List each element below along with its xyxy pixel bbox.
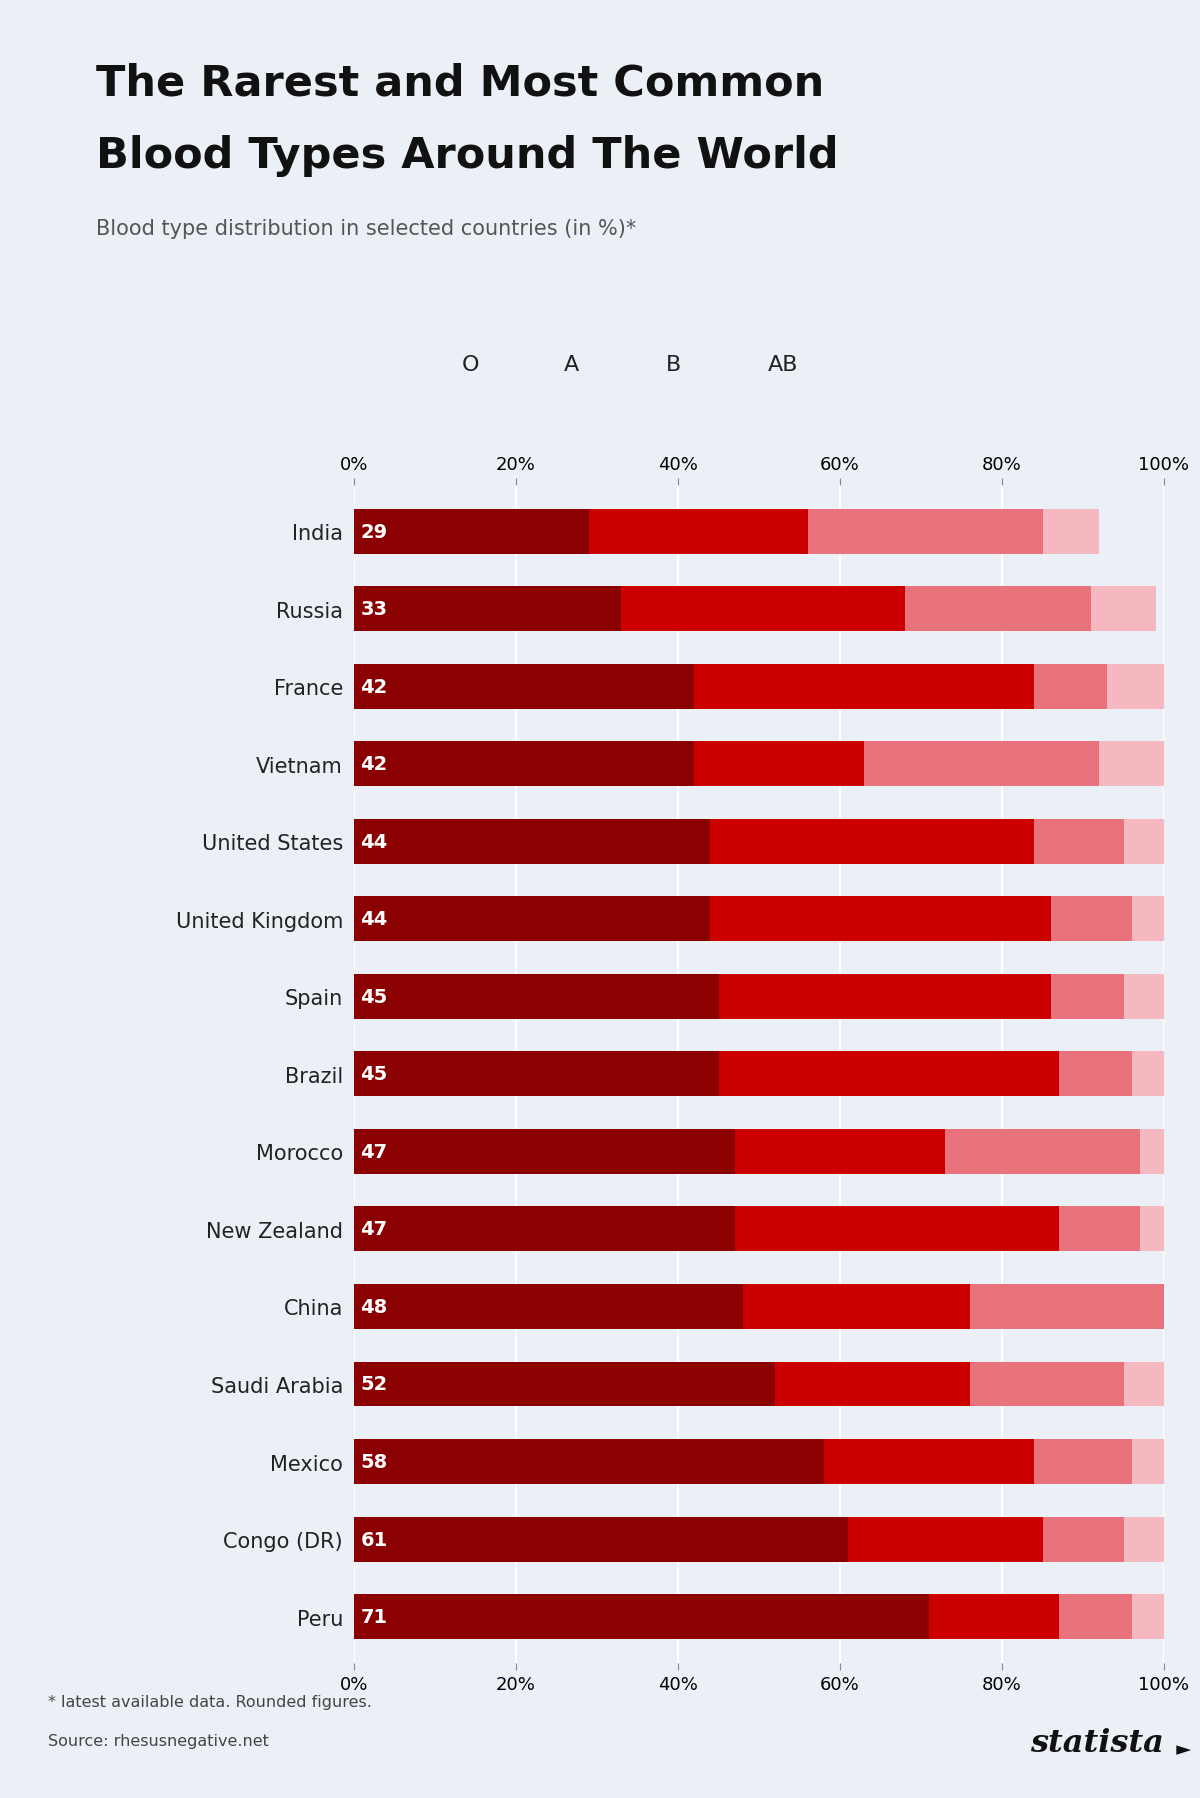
Text: 58: 58 (360, 1453, 388, 1471)
Bar (970, 1361, 1123, 1406)
Text: 52: 52 (360, 1375, 388, 1393)
Bar (695, 665, 1034, 710)
Bar (743, 1284, 970, 1329)
Bar (905, 586, 1091, 631)
Bar (734, 1206, 1058, 1251)
Bar (354, 897, 710, 942)
Bar (1132, 897, 1164, 942)
Bar (775, 1361, 970, 1406)
Bar (1123, 820, 1164, 865)
Text: Blood Types Around The World: Blood Types Around The World (96, 135, 839, 176)
Bar (1043, 1518, 1123, 1562)
Text: O: O (462, 354, 480, 376)
Text: statista: statista (1030, 1728, 1164, 1758)
Text: 45: 45 (360, 987, 388, 1007)
Bar (1123, 975, 1164, 1019)
Text: The Rarest and Most Common: The Rarest and Most Common (96, 63, 824, 104)
Bar (1051, 975, 1123, 1019)
Text: Source: rhesusnegative.net: Source: rhesusnegative.net (48, 1733, 269, 1748)
Bar (695, 743, 864, 788)
Bar (354, 1284, 743, 1329)
Bar (970, 1284, 1200, 1329)
Bar (1043, 509, 1099, 554)
Bar (1034, 665, 1108, 710)
Bar (1123, 1361, 1164, 1406)
Bar (1123, 1518, 1164, 1562)
Bar (354, 1052, 719, 1097)
Bar (354, 1595, 929, 1640)
Bar (946, 1129, 1140, 1174)
Text: 44: 44 (360, 832, 388, 852)
Bar (929, 1595, 1058, 1640)
Text: 47: 47 (360, 1219, 388, 1239)
Bar (719, 1052, 1058, 1097)
Bar (1108, 665, 1164, 710)
Text: 42: 42 (360, 678, 388, 696)
Bar (1140, 1129, 1164, 1174)
Text: 29: 29 (360, 523, 388, 541)
Text: ►: ► (1170, 1739, 1192, 1758)
Text: 42: 42 (360, 755, 388, 773)
Bar (1132, 1438, 1164, 1483)
Text: 61: 61 (360, 1530, 388, 1548)
Text: 45: 45 (360, 1064, 388, 1084)
Bar (354, 743, 695, 788)
Bar (864, 743, 1099, 788)
Bar (719, 975, 1051, 1019)
Bar (734, 1129, 946, 1174)
Text: 48: 48 (360, 1296, 388, 1316)
Bar (808, 509, 1043, 554)
Bar (354, 1438, 823, 1483)
Bar (354, 665, 695, 710)
Text: 44: 44 (360, 910, 388, 930)
Text: 33: 33 (360, 601, 388, 619)
Bar (354, 1361, 775, 1406)
Bar (354, 1206, 734, 1251)
Text: 47: 47 (360, 1142, 388, 1162)
Bar (354, 1129, 734, 1174)
Bar (1099, 743, 1164, 788)
Text: Blood type distribution in selected countries (in %)*: Blood type distribution in selected coun… (96, 219, 636, 239)
Bar (823, 1438, 1034, 1483)
Bar (1140, 1206, 1164, 1251)
Bar (1132, 1595, 1164, 1640)
Bar (1058, 1052, 1132, 1097)
Bar (354, 509, 589, 554)
Text: AB: AB (768, 354, 798, 376)
Bar (1058, 1206, 1140, 1251)
Bar (354, 820, 710, 865)
Bar (848, 1518, 1043, 1562)
Bar (622, 586, 905, 631)
Bar (354, 1518, 848, 1562)
Bar (710, 820, 1034, 865)
Text: * latest available data. Rounded figures.: * latest available data. Rounded figures… (48, 1694, 372, 1708)
Text: B: B (666, 354, 682, 376)
Bar (1058, 1595, 1132, 1640)
Bar (1132, 1052, 1164, 1097)
Bar (589, 509, 808, 554)
Bar (354, 586, 622, 631)
Bar (1034, 820, 1123, 865)
Text: A: A (564, 354, 580, 376)
Text: 71: 71 (360, 1607, 388, 1625)
Bar (1091, 586, 1156, 631)
Bar (1051, 897, 1132, 942)
Bar (1034, 1438, 1132, 1483)
Bar (354, 975, 719, 1019)
Bar (710, 897, 1051, 942)
